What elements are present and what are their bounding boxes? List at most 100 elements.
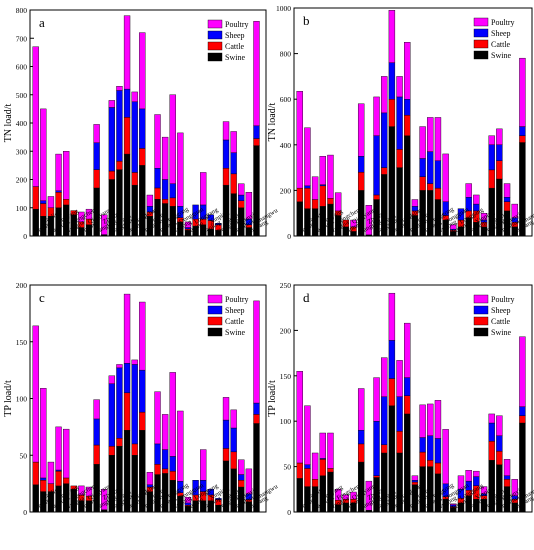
bar-segment-poultry (154, 391, 161, 445)
bar-segment-cattle (253, 414, 260, 424)
bar-segment-poultry (177, 410, 184, 482)
bar-segment-cattle (427, 183, 434, 191)
y-tick-label: 0 (23, 508, 27, 517)
bar-segment-cattle (381, 444, 388, 454)
bar-segment-poultry (47, 461, 55, 484)
bar-segment-cattle (496, 160, 503, 180)
bar-segment-poultry (396, 76, 403, 98)
legend: Poultry Sheep Cattle Swine (207, 294, 249, 337)
bar-segment-poultry (327, 432, 334, 469)
y-tick-label: 150 (16, 338, 28, 347)
bar-segment-sheep (427, 151, 434, 184)
bar-segment-poultry (200, 172, 207, 206)
bar-segment-cattle (123, 392, 131, 431)
y-axis-label: TP load/t (267, 380, 278, 417)
bar-segment-cattle (161, 468, 169, 474)
bar-segment-sheep (169, 456, 176, 472)
bar-segment-cattle (496, 450, 503, 465)
legend-swatch-sheep (473, 305, 489, 315)
bar-segment-cattle (230, 173, 237, 194)
bar-segment-sheep (503, 475, 511, 480)
y-tick-label: 0 (287, 232, 291, 241)
bar-segment-cattle (357, 443, 365, 463)
bar-segment-poultry (350, 491, 357, 500)
bar-segment-cattle (139, 148, 146, 166)
bar-segment-poultry (442, 429, 449, 485)
bar-segment-poultry (108, 100, 116, 108)
bar-segment-sheep (222, 419, 230, 449)
panel-letter: b (303, 13, 310, 28)
bar-segment-sheep (154, 167, 161, 189)
legend-swatch-cattle (473, 316, 489, 326)
bar-segment-sheep (207, 214, 214, 221)
bar-segment-poultry (93, 399, 100, 420)
legend-label: Swine (491, 328, 511, 337)
bar-segment-poultry (480, 212, 488, 221)
bar-segment-cattle (253, 138, 260, 146)
bar-segment-sheep (404, 98, 411, 116)
bar-segment-poultry (85, 486, 93, 497)
bar-segment-sheep (222, 139, 230, 169)
bar-segment-cattle (357, 171, 365, 191)
legend-swatch-poultry (207, 294, 223, 304)
legend-label: Cattle (225, 42, 245, 51)
legend-label: Swine (225, 328, 245, 337)
bar-segment-cattle (55, 192, 62, 208)
legend-swatch-cattle (207, 316, 223, 326)
legend-swatch-poultry (473, 294, 489, 304)
bar-segment-swine (101, 509, 108, 513)
y-tick-label: 600 (280, 95, 292, 104)
bar-segment-sheep (419, 158, 426, 177)
bar-segment-poultry (169, 372, 176, 457)
legend-label: Sheep (225, 306, 245, 315)
bar-segment-poultry (427, 117, 434, 152)
bar-segment-sheep (230, 427, 237, 453)
bar-segment-sheep (123, 363, 131, 394)
y-tick-label: 50 (20, 451, 28, 460)
bar-segment-poultry (139, 32, 146, 110)
bar-segment-sheep (457, 208, 465, 221)
bar-segment-poultry (40, 388, 47, 479)
bar-segment-cattle (238, 200, 245, 208)
bar-segment-sheep (40, 477, 47, 481)
bar-segment-sheep (488, 144, 495, 171)
bar-segment-poultry (350, 219, 357, 228)
bar-segment-poultry (200, 449, 207, 481)
bar-segment-cattle (327, 198, 334, 205)
bar-segment-cattle (169, 197, 176, 207)
bar-segment-poultry (373, 377, 380, 422)
legend-label: Sheep (225, 31, 245, 40)
bar-segment-poultry (296, 91, 303, 189)
bar-segment-cattle (93, 444, 100, 465)
legend-label: Cattle (491, 40, 511, 49)
bar-segment-poultry (450, 503, 457, 505)
bar-segment-poultry (131, 359, 138, 365)
bar-segment-cattle (319, 459, 326, 476)
bar-segment-poultry (434, 117, 442, 161)
bar-segment-cattle (404, 114, 411, 136)
bar-segment-sheep (108, 107, 116, 172)
legend-swatch-poultry (473, 17, 489, 27)
bar-segment-poultry (496, 128, 503, 145)
y-tick-label: 400 (280, 141, 292, 150)
bar-segment-sheep (419, 437, 426, 453)
bar-segment-cattle (488, 440, 495, 461)
bar-segment-sheep (116, 367, 123, 439)
bar-segment-poultry (245, 468, 253, 495)
bar-segment-sheep (373, 421, 380, 476)
bar-segment-poultry (503, 183, 511, 198)
bar-segment-poultry (319, 155, 326, 185)
y-tick-label: 700 (16, 34, 28, 43)
bar-segment-poultry (388, 10, 396, 63)
bar-segment-poultry (334, 192, 342, 212)
y-tick-label: 800 (280, 50, 292, 59)
bar-segment-poultry (108, 375, 116, 384)
y-tick-label: 200 (280, 326, 292, 335)
bar-segment-poultry (116, 364, 123, 369)
bar-segment-poultry (238, 459, 245, 475)
bar-segment-cattle (32, 186, 39, 210)
